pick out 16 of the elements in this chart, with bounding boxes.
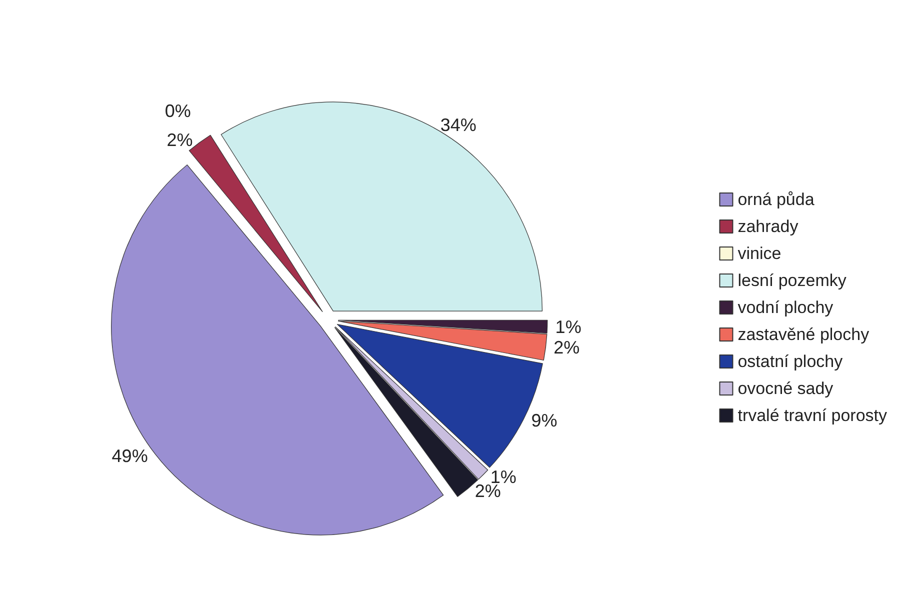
legend-label: zahrady [738,217,799,236]
legend-label: vinice [738,244,782,263]
legend-label: lesní pozemky [738,271,847,290]
data-label: 49% [112,446,148,466]
legend-label: trvalé travní porosty [738,406,888,425]
legend-label: ostatní plochy [738,352,844,371]
data-label: 34% [440,115,476,136]
text: 0% [164,101,191,122]
data-label: 9% [531,410,558,431]
legend-label: orná půda [738,190,815,209]
data-label: 2% [554,338,580,358]
legend-label: zastavěné plochy [738,325,870,344]
legend-label: ovocné sady [738,379,834,398]
data-label: 1% [555,316,582,337]
legend-label: vodní plochy [738,298,834,317]
data-label: 2% [166,130,193,150]
